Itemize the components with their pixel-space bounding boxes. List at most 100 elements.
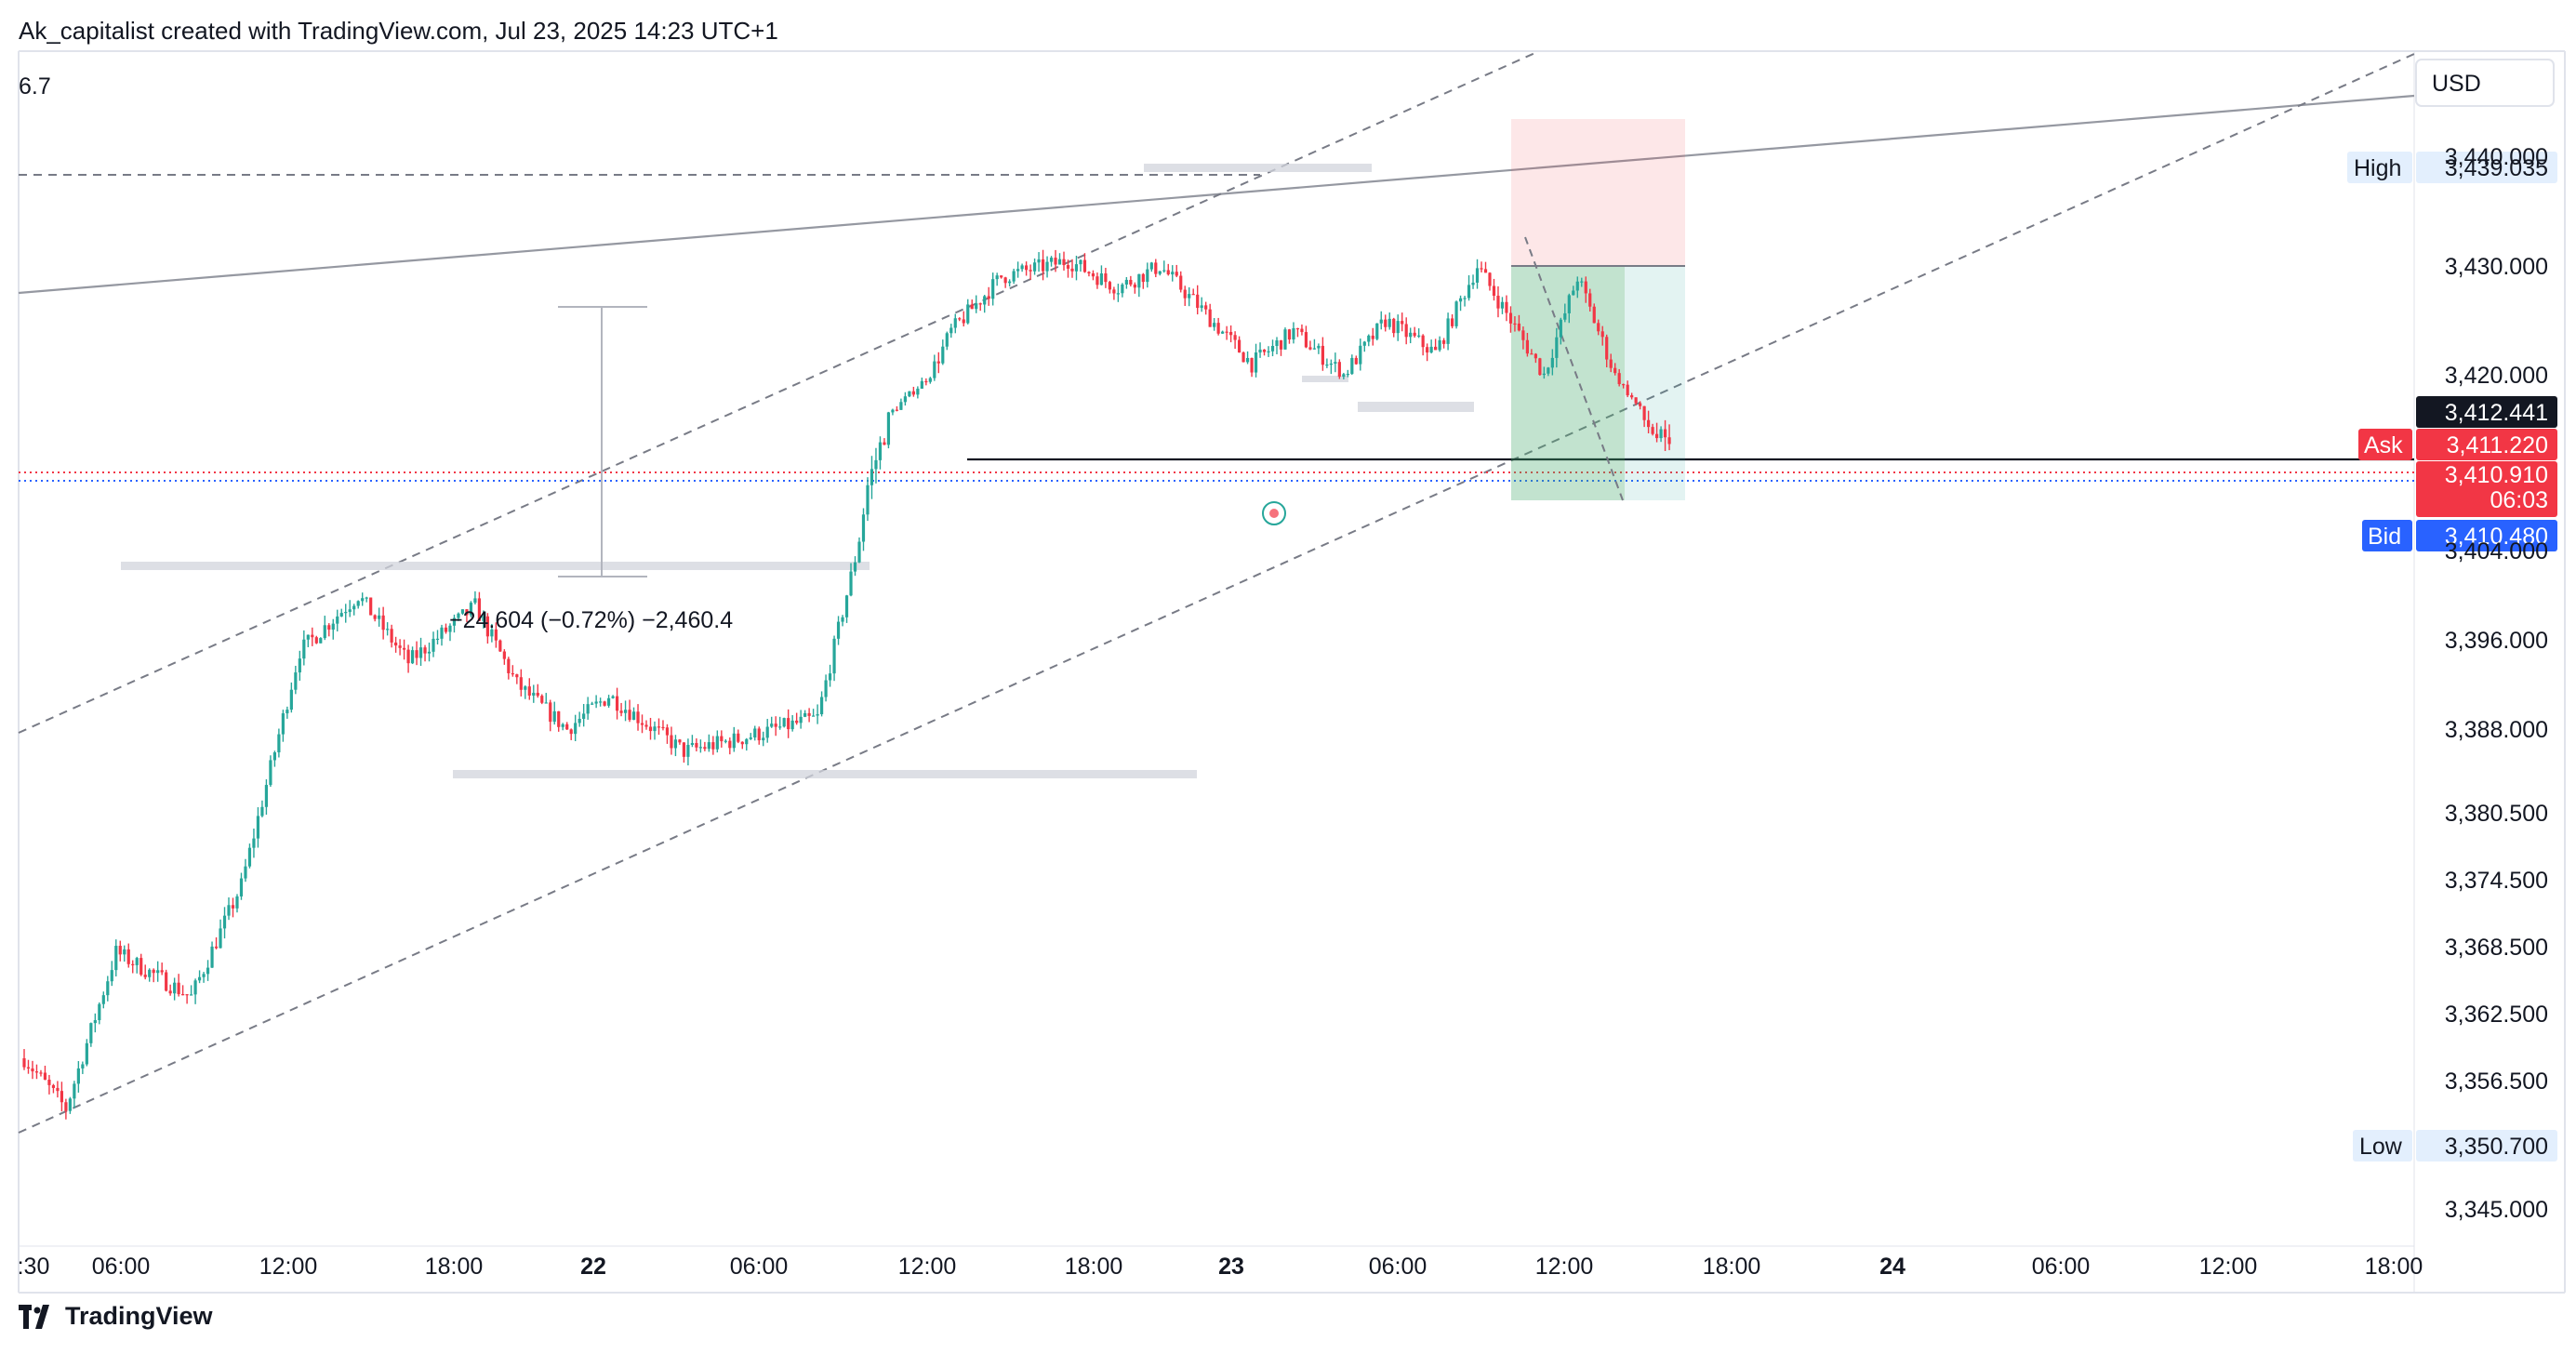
candle-body (1542, 373, 1546, 376)
candle-body (591, 703, 594, 705)
stop-loss-zone (1511, 119, 1685, 266)
candle-body (1592, 306, 1596, 324)
zone-rectangle (1144, 164, 1372, 172)
ask-tag-label: Ask (2364, 432, 2403, 458)
candle-body (1350, 357, 1354, 374)
candle-body (1188, 294, 1191, 299)
candle-body (1112, 289, 1116, 294)
candle-body (1208, 309, 1212, 327)
candle-body (498, 640, 502, 652)
candle-body (1012, 271, 1016, 282)
candle-body (916, 388, 920, 395)
candle-body (1283, 329, 1287, 350)
candle-body (244, 866, 247, 879)
candle-body (540, 696, 544, 703)
candle-body (1483, 269, 1488, 273)
candle-body (415, 650, 418, 658)
candle-body (720, 736, 724, 742)
candle-body (1095, 276, 1099, 285)
candle-body (143, 975, 147, 977)
candle-body (895, 409, 899, 411)
candle-body (611, 696, 615, 698)
candle-body (1121, 284, 1124, 294)
candle-body (1304, 332, 1308, 348)
candle-body (156, 970, 160, 974)
candle-body (373, 615, 377, 619)
currency-button[interactable] (2415, 59, 2555, 107)
time-tick-label: 18:00 (425, 1254, 484, 1280)
candle-body (636, 711, 640, 723)
candle-body (1409, 332, 1413, 338)
candle-body (89, 1023, 93, 1043)
candle-body (507, 658, 511, 673)
candle-body (1000, 275, 1003, 278)
candle-body (853, 562, 857, 572)
candle-body (344, 612, 348, 614)
candle-body (1037, 259, 1041, 263)
candle-body (1242, 352, 1245, 363)
candle-body (1396, 321, 1400, 334)
bid-tag-box (2362, 520, 2412, 551)
candle-body (1003, 277, 1007, 284)
candle-body (277, 734, 281, 753)
candle-body (648, 726, 653, 732)
candle-body (519, 677, 523, 690)
candle-body (962, 319, 965, 324)
candle-body (615, 696, 619, 711)
candle-body (1032, 262, 1037, 272)
candle-body (101, 995, 105, 1004)
time-tick-label: 06:00 (2032, 1254, 2091, 1280)
candle-body (1471, 282, 1475, 285)
candle-body (1321, 345, 1324, 365)
time-tick-label: 12:00 (2199, 1254, 2258, 1280)
candle-body (323, 625, 326, 639)
candle-body (319, 638, 323, 644)
candle-body (1375, 323, 1379, 339)
candle-body (1287, 329, 1292, 340)
price-tick-label: 3,440.000 (2445, 144, 2548, 170)
candle-body (440, 627, 444, 639)
bid-price-box (2416, 520, 2557, 551)
candle-body (799, 716, 803, 723)
candle-body (527, 686, 531, 696)
candle-body (631, 711, 636, 721)
candle-body (544, 702, 548, 704)
candle-body (908, 391, 911, 397)
candle-body (1559, 319, 1562, 338)
zone-rectangle (1302, 376, 1348, 382)
candle-body (398, 645, 402, 648)
candle-body (698, 747, 702, 749)
bid-price-value: 3,410.480 (2445, 524, 2548, 550)
candle-body (1496, 296, 1500, 309)
candle-body (657, 726, 661, 728)
candle-body (1337, 362, 1341, 378)
time-tick-label: 18:00 (1703, 1254, 1761, 1280)
candle-body (1146, 269, 1149, 283)
candle-body (190, 994, 193, 996)
candle-body (1317, 345, 1321, 349)
time-tick-label: :30 (18, 1254, 50, 1280)
candle-body (695, 742, 698, 748)
candle-body (294, 672, 298, 690)
candle-body (1475, 268, 1480, 283)
candle-body (22, 1058, 26, 1068)
candle-body (1137, 273, 1141, 288)
ask-price-value: 3,411.220 (2447, 432, 2548, 458)
candle-body (511, 672, 514, 675)
price-tick-label: 3,404.000 (2445, 538, 2548, 564)
candle-body (1279, 339, 1283, 350)
candle-body (966, 304, 970, 324)
candle-body (1609, 359, 1613, 368)
candle-body (1295, 327, 1300, 330)
candle-body (1362, 341, 1366, 346)
candle-body (1575, 281, 1579, 291)
candle-body (114, 946, 118, 971)
candle-body (106, 981, 110, 996)
candle-body (348, 609, 352, 613)
high-tag-label: High (2354, 155, 2401, 181)
candle-body (1158, 271, 1162, 274)
candle-body (1642, 405, 1646, 420)
candle-body (123, 949, 126, 955)
candle-body (1392, 318, 1396, 334)
